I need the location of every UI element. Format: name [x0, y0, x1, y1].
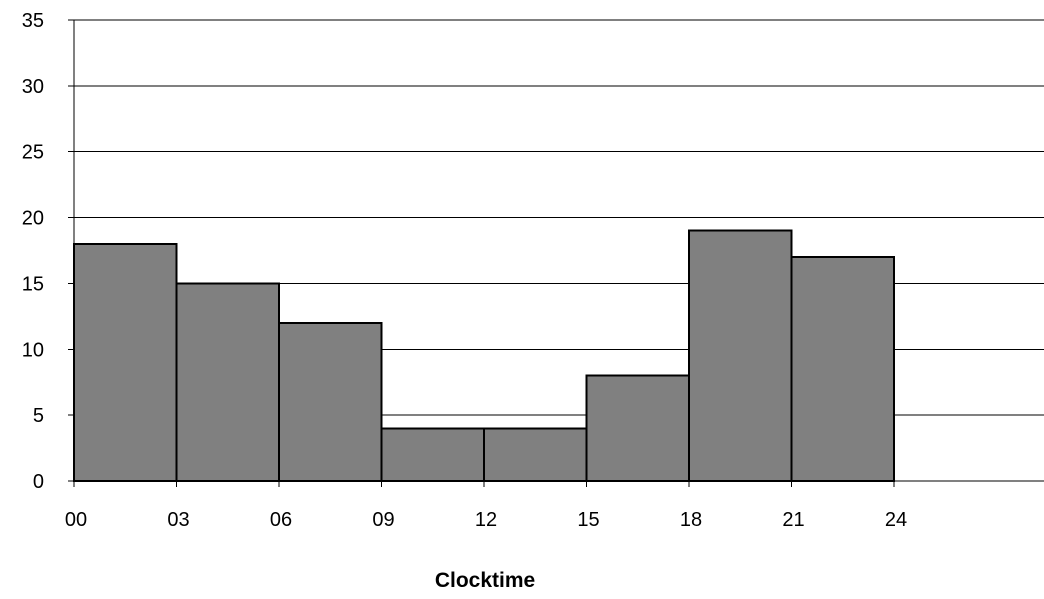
x-tick-labels: 00 03 06 09 12 15 18 21 24 — [65, 509, 907, 531]
x-axis-title: Clocktime — [435, 569, 535, 592]
histogram-bar — [380, 427, 485, 483]
y-tick-label: 30 — [22, 76, 44, 98]
y-tick-label: 25 — [22, 142, 44, 164]
histogram-bar — [688, 229, 793, 482]
x-tick-label: 15 — [577, 509, 599, 531]
histogram-bar — [278, 321, 383, 483]
x-tick-label: 21 — [782, 509, 804, 531]
y-tick-labels: 0 5 10 15 20 25 30 35 — [22, 10, 44, 493]
y-tick-label: 35 — [22, 10, 44, 32]
histogram-bar — [585, 374, 690, 482]
x-tick-label: 00 — [65, 509, 87, 531]
histogram-bar — [73, 242, 178, 482]
y-tick-label: 0 — [33, 471, 44, 493]
bars — [73, 229, 895, 483]
histogram-bar — [483, 427, 588, 483]
histogram-bar — [175, 282, 280, 482]
x-tick-label: 03 — [167, 509, 189, 531]
y-tick-label: 10 — [22, 339, 44, 361]
y-tick-label: 15 — [22, 273, 44, 295]
histogram-bar — [790, 256, 895, 483]
x-tick-label: 24 — [885, 509, 907, 531]
x-tick-label: 12 — [475, 509, 497, 531]
axes — [68, 20, 1044, 487]
x-tick-label: 09 — [372, 509, 394, 531]
y-tick-label: 20 — [22, 208, 44, 230]
x-tick-label: 06 — [270, 509, 292, 531]
y-tick-label: 5 — [33, 405, 44, 427]
x-tick-label: 18 — [680, 509, 702, 531]
